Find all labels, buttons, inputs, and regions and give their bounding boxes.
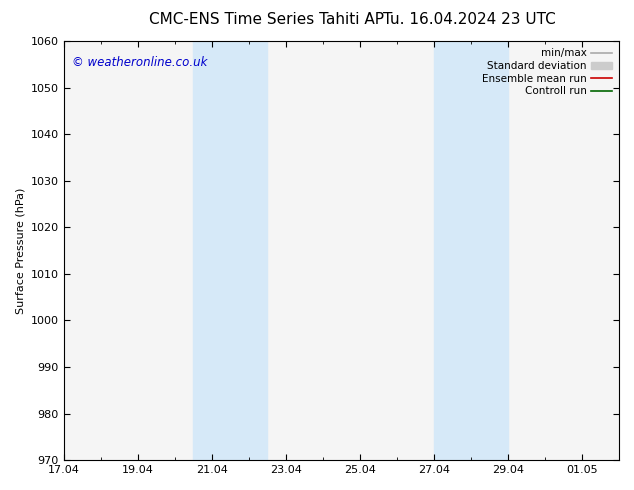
Bar — [193, 41, 267, 460]
Text: CMC-ENS Time Series Tahiti AP: CMC-ENS Time Series Tahiti AP — [149, 12, 384, 27]
Text: Tu. 16.04.2024 23 UTC: Tu. 16.04.2024 23 UTC — [383, 12, 555, 27]
Legend: min/max, Standard deviation, Ensemble mean run, Controll run: min/max, Standard deviation, Ensemble me… — [480, 46, 614, 98]
Bar — [434, 41, 508, 460]
Y-axis label: Surface Pressure (hPa): Surface Pressure (hPa) — [15, 187, 25, 314]
Text: © weatheronline.co.uk: © weatheronline.co.uk — [72, 56, 207, 69]
